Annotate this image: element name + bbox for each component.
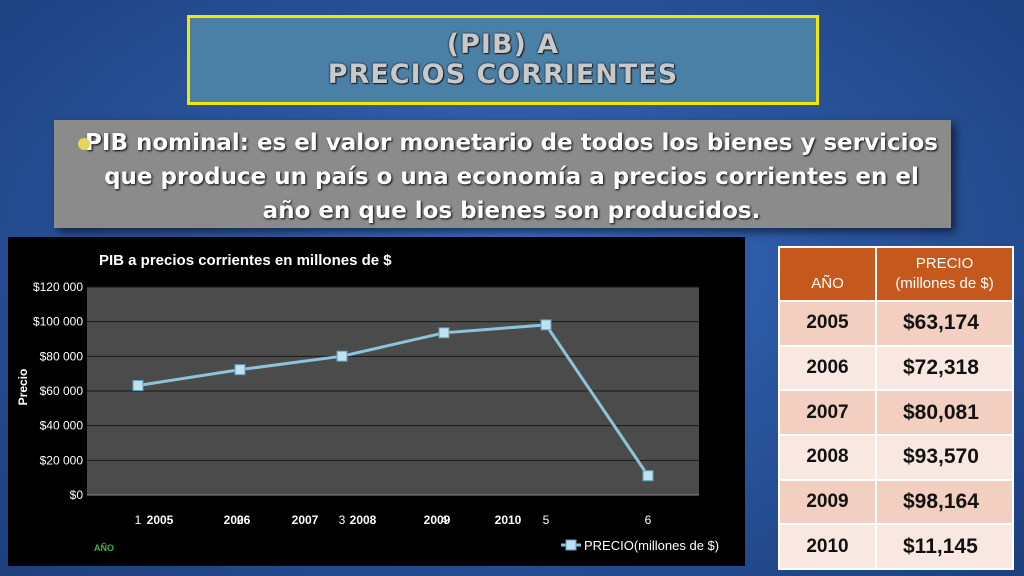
x-year-label: 2009 bbox=[424, 513, 451, 527]
cell-year: 2009 bbox=[778, 478, 877, 526]
data-table: AÑO PRECIO (millones de $) 2005 $63,174 … bbox=[778, 246, 1014, 570]
header-year: AÑO bbox=[778, 246, 877, 302]
table-row: 2005 $63,174 bbox=[778, 300, 1014, 347]
line-chart: PIB a precios corrientes en millones de … bbox=[8, 237, 745, 566]
x-year-label: 2007 bbox=[292, 513, 319, 527]
y-tick-label: $60 000 bbox=[40, 384, 84, 398]
data-point bbox=[540, 319, 552, 331]
y-tick-label: $0 bbox=[70, 488, 84, 502]
cell-year: 2010 bbox=[778, 523, 877, 570]
x-tick-label: 1 bbox=[135, 513, 142, 527]
table-row: 2010 $11,145 bbox=[778, 523, 1014, 570]
cell-year: 2005 bbox=[778, 300, 877, 347]
table-row: 2007 $80,081 bbox=[778, 389, 1014, 436]
slide-title-box: (PIB) A PRECIOS CORRIENTES bbox=[187, 15, 819, 105]
slide-title-line2: PRECIOS CORRIENTES bbox=[327, 59, 679, 90]
series-line bbox=[137, 323, 650, 477]
data-point bbox=[336, 350, 348, 362]
x-axis-label: AÑO bbox=[94, 543, 114, 553]
definition-content: PIB nominal: es el valor monetario de to… bbox=[85, 130, 938, 224]
cell-price: $72,318 bbox=[875, 344, 1014, 392]
cell-price: $93,570 bbox=[875, 433, 1014, 481]
x-tick-label: 2 bbox=[237, 513, 244, 527]
y-axis-label: Precio bbox=[16, 369, 30, 406]
x-tick-label: 4 bbox=[441, 513, 448, 527]
data-point bbox=[642, 470, 654, 482]
y-tick-label: $80 000 bbox=[40, 349, 84, 363]
cell-year: 2008 bbox=[778, 433, 877, 481]
chart-canvas: PIB a precios corrientes en millones de … bbox=[16, 252, 719, 553]
header-price: PRECIO (millones de $) bbox=[875, 246, 1014, 302]
bullet-dot-icon bbox=[78, 138, 90, 150]
table-row: 2009 $98,164 bbox=[778, 478, 1014, 526]
cell-price: $63,174 bbox=[875, 300, 1014, 347]
price-table: AÑO PRECIO (millones de $) 2005 $63,174 … bbox=[778, 246, 1014, 570]
y-tick-label: $120 000 bbox=[33, 280, 83, 294]
cell-price: $80,081 bbox=[875, 389, 1014, 436]
x-year-label: 2006 bbox=[224, 513, 251, 527]
x-tick-label: 3 bbox=[339, 513, 346, 527]
table-row: 2008 $93,570 bbox=[778, 433, 1014, 481]
header-price-line2: (millones de $) bbox=[895, 275, 994, 292]
legend-marker bbox=[565, 539, 577, 551]
definition-text: PIB nominal: es el valor monetario de to… bbox=[78, 126, 939, 228]
y-tick-label: $40 000 bbox=[40, 419, 84, 433]
cell-year: 2006 bbox=[778, 344, 877, 392]
legend-label: PRECIO(millones de $) bbox=[584, 538, 719, 553]
data-point bbox=[234, 364, 246, 376]
x-year-label: 2005 bbox=[147, 513, 174, 527]
y-tick-label: $20 000 bbox=[40, 453, 84, 467]
definition-box: PIB nominal: es el valor monetario de to… bbox=[54, 120, 951, 228]
header-price-line1: PRECIO bbox=[915, 255, 974, 272]
y-tick-label: $100 000 bbox=[33, 315, 83, 329]
chart-title: PIB a precios corrientes en millones de … bbox=[99, 252, 392, 269]
data-point bbox=[438, 327, 450, 339]
cell-year: 2007 bbox=[778, 389, 877, 436]
x-tick-label: 5 bbox=[543, 513, 550, 527]
x-year-label: 2008 bbox=[350, 513, 377, 527]
x-year-label: 2010 bbox=[495, 513, 522, 527]
slide-title-line1: (PIB) A bbox=[446, 29, 560, 60]
cell-price: $11,145 bbox=[875, 523, 1014, 570]
table-header-row: AÑO PRECIO (millones de $) bbox=[778, 246, 1014, 302]
x-tick-label: 6 bbox=[645, 513, 652, 527]
table-row: 2006 $72,318 bbox=[778, 344, 1014, 392]
cell-price: $98,164 bbox=[875, 478, 1014, 526]
data-point bbox=[132, 379, 144, 391]
